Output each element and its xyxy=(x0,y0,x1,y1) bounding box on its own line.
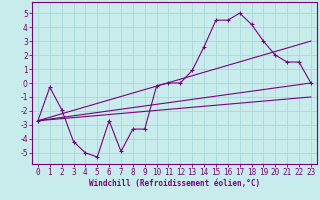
X-axis label: Windchill (Refroidissement éolien,°C): Windchill (Refroidissement éolien,°C) xyxy=(89,179,260,188)
